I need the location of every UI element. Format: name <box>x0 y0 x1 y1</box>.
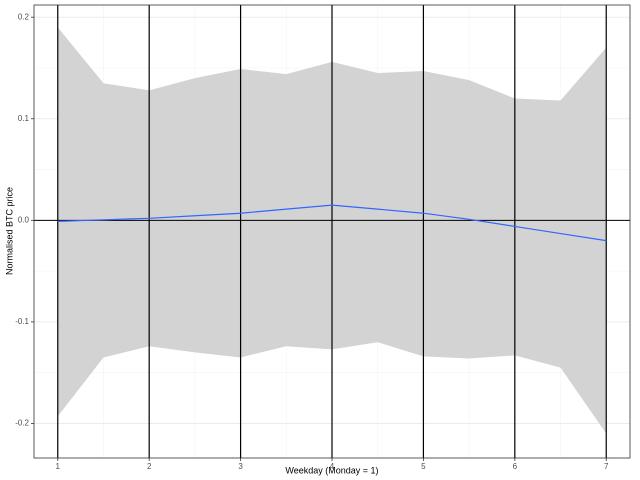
x-tick-label: 2 <box>147 462 152 471</box>
x-tick-label: 4 <box>330 462 335 471</box>
x-tick-label: 1 <box>56 462 61 471</box>
smooth-line <box>57 204 607 242</box>
x-tick-label: 5 <box>421 462 426 471</box>
y-axis-title: Normalised BTC price <box>4 187 14 275</box>
x-tick-label: 6 <box>513 462 518 471</box>
y-tick-label: -0.1 <box>15 317 29 326</box>
x-axis-title: Weekday (Monday = 1) <box>285 465 378 475</box>
x-tick-label: 3 <box>238 462 243 471</box>
y-tick-label: -0.2 <box>15 419 29 428</box>
x-tick-label: 7 <box>604 462 609 471</box>
y-tick-label: 0.2 <box>18 12 30 21</box>
y-tick-label: 0.0 <box>18 215 30 224</box>
y-tick-label: 0.1 <box>18 114 30 123</box>
plot-border <box>33 4 631 459</box>
